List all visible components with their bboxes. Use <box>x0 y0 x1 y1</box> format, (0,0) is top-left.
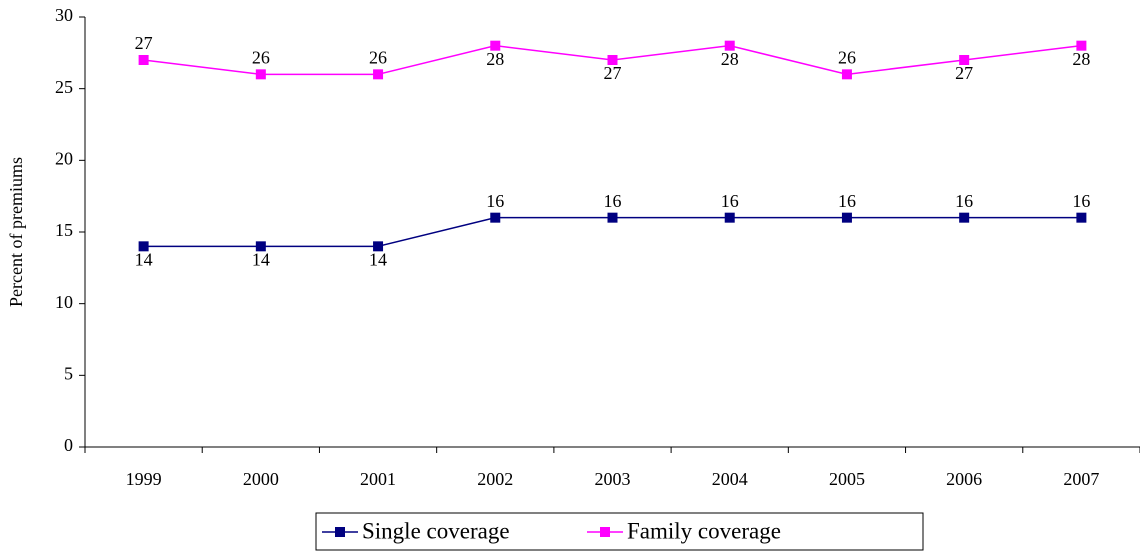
data-point <box>607 55 618 65</box>
data-label: 27 <box>955 63 973 83</box>
data-label: 28 <box>1072 49 1090 69</box>
data-label: 28 <box>721 49 739 69</box>
data-point <box>1076 212 1087 223</box>
data-label: 26 <box>838 47 856 67</box>
data-point <box>724 212 735 223</box>
data-label: 16 <box>955 191 973 211</box>
data-label: 26 <box>252 47 270 67</box>
legend-label: Family coverage <box>627 518 781 543</box>
data-point <box>724 40 735 51</box>
data-point <box>490 212 501 223</box>
data-label: 16 <box>1072 191 1090 211</box>
y-tick-label: 20 <box>55 148 73 168</box>
data-point <box>490 40 501 51</box>
y-tick-label: 10 <box>55 292 73 312</box>
data-point <box>607 212 618 223</box>
data-point <box>959 212 970 223</box>
legend-box <box>315 512 924 551</box>
data-label: 14 <box>252 249 270 269</box>
data-point <box>841 69 852 80</box>
data-point <box>373 69 384 80</box>
data-label: 28 <box>486 49 504 69</box>
x-tick-label: 2005 <box>829 469 865 489</box>
x-tick-label: 2003 <box>595 469 631 489</box>
data-point <box>841 212 852 223</box>
data-label: 16 <box>604 191 622 211</box>
y-tick-label: 30 <box>55 5 73 25</box>
legend-label: Single coverage <box>362 518 510 543</box>
data-point <box>138 241 149 252</box>
data-label: 14 <box>369 249 387 269</box>
x-tick-label: 2004 <box>712 469 748 489</box>
data-point <box>1076 40 1087 51</box>
data-label: 27 <box>604 63 622 83</box>
data-label: 14 <box>135 249 153 269</box>
legend-marker <box>600 527 610 537</box>
data-label: 26 <box>369 47 387 67</box>
y-tick-label: 15 <box>55 220 73 240</box>
x-tick-label: 2007 <box>1063 469 1099 489</box>
y-tick-label: 25 <box>55 77 73 97</box>
data-label: 27 <box>135 33 153 53</box>
y-tick-label: 5 <box>64 363 73 383</box>
x-tick-label: 2001 <box>360 469 396 489</box>
x-tick-label: 2006 <box>946 469 982 489</box>
data-point <box>373 241 384 252</box>
x-tick-label: 2000 <box>243 469 279 489</box>
data-label: 16 <box>721 191 739 211</box>
x-tick-label: 1999 <box>126 469 162 489</box>
x-tick-label: 2002 <box>477 469 513 489</box>
data-point <box>138 55 149 65</box>
y-tick-label: 0 <box>64 435 73 455</box>
data-point <box>959 55 970 65</box>
legend-marker <box>335 527 345 537</box>
data-label: 16 <box>838 191 856 211</box>
data-point <box>255 69 266 80</box>
data-point <box>255 241 266 252</box>
y-axis-label: Percent of premiums <box>6 157 26 307</box>
data-label: 16 <box>486 191 504 211</box>
